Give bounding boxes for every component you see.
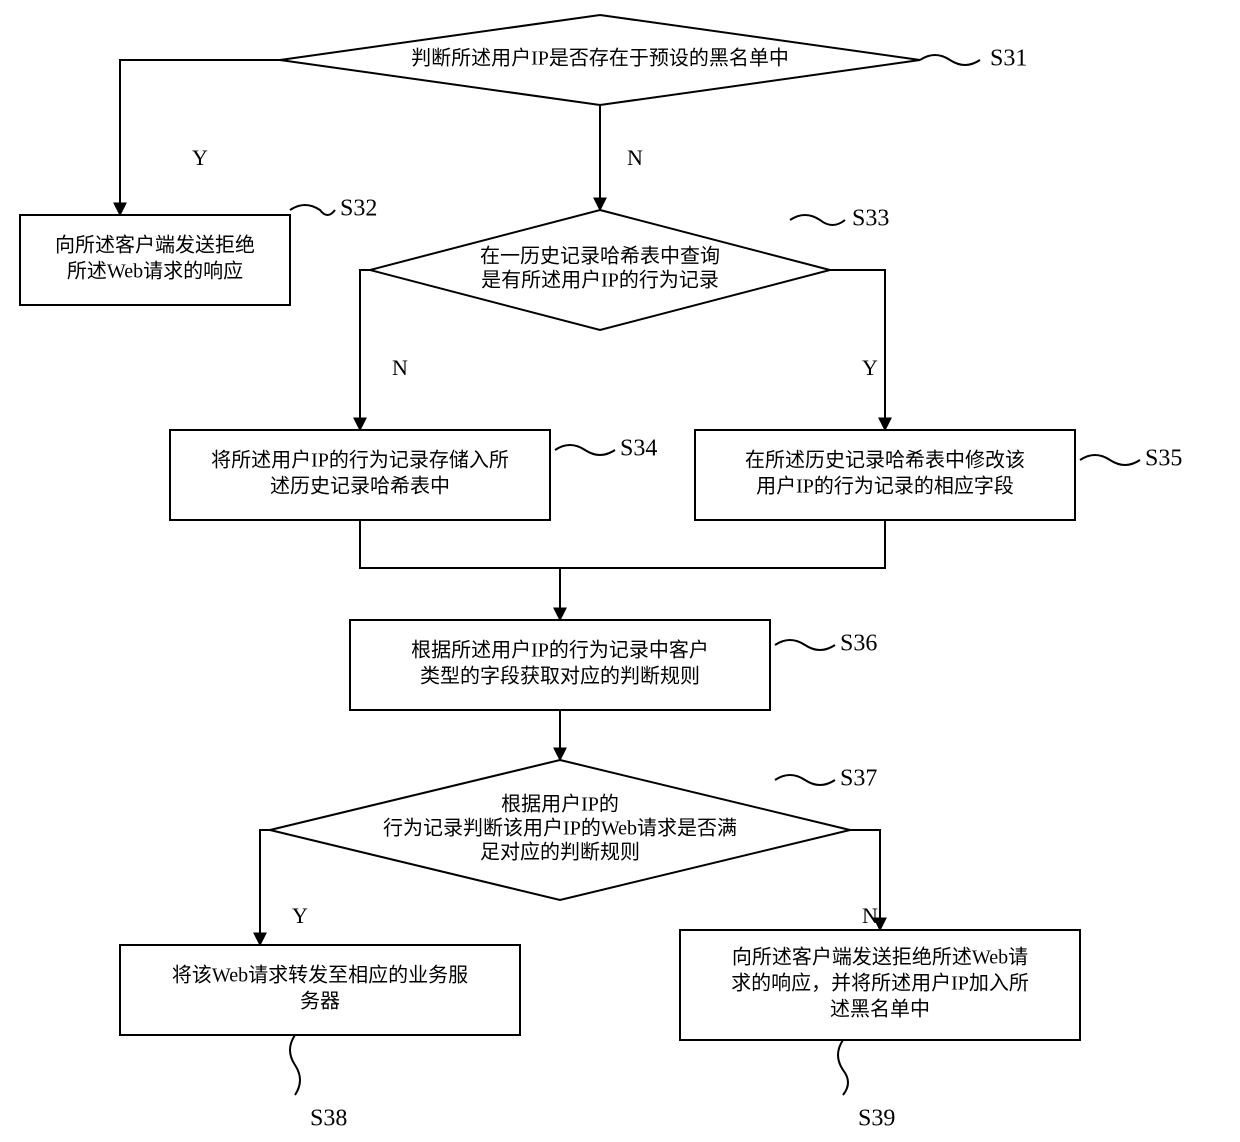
node-s36-line1: 类型的字段获取对应的判断规则: [420, 665, 700, 688]
edge-s31-s32: [120, 60, 280, 215]
node-s39: 向所述客户端发送拒绝所述Web请求的响应，并将所述用户IP加入所述黑名单中 S39: [680, 930, 1080, 1132]
node-s32-line0: 向所述客户端发送拒绝: [55, 234, 255, 257]
step-label-s32: S32: [340, 196, 377, 222]
edge-label-s37-s39: N: [862, 903, 878, 928]
step-label-s36: S36: [840, 631, 877, 657]
step-connector-v-s38: [290, 1035, 300, 1095]
node-s37: 根据用户IP的行为记录判断该用户IP的Web请求是否满足对应的判断规则 S37: [270, 760, 877, 900]
edge-label-s33-s34: N: [392, 355, 408, 380]
node-s37-line1: 行为记录判断该用户IP的Web请求是否满: [383, 817, 737, 840]
step-connector-s32: [290, 205, 335, 215]
step-label-s39: S39: [858, 1106, 895, 1132]
node-s39-line0: 向所述客户端发送拒绝所述Web请: [732, 946, 1028, 969]
step-connector-v-s39: [838, 1040, 848, 1095]
node-s31-line0: 判断所述用户IP是否存在于预设的黑名单中: [411, 47, 789, 70]
edge-s35-merge1: [560, 520, 885, 568]
node-s36: 根据所述用户IP的行为记录中客户类型的字段获取对应的判断规则 S36: [350, 620, 877, 710]
node-s33-line1: 是有所述用户IP的行为记录: [481, 269, 719, 292]
node-s35-line0: 在所述历史记录哈希表中修改该: [745, 449, 1025, 472]
node-s38-line0: 将该Web请求转发至相应的业务服: [172, 964, 468, 987]
step-connector-s31: [920, 55, 980, 65]
node-s31: 判断所述用户IP是否存在于预设的黑名单中 S31: [280, 15, 1027, 105]
step-connector-s36: [775, 640, 835, 650]
node-s38: 将该Web请求转发至相应的业务服务器 S38: [120, 945, 520, 1132]
step-label-s37: S37: [840, 766, 877, 792]
node-s36-line0: 根据所述用户IP的行为记录中客户: [411, 639, 709, 662]
edge-s33-s35: [830, 270, 885, 430]
node-s37-line2: 足对应的判断规则: [480, 841, 640, 864]
step-connector-s35: [1080, 455, 1140, 465]
edge-label-s31-s33: N: [627, 145, 643, 170]
node-s32-line1: 所述Web请求的响应: [67, 260, 243, 283]
step-connector-s33: [790, 215, 845, 225]
step-connector-s37: [775, 775, 835, 785]
step-connector-s34: [555, 445, 615, 455]
edge-label-s33-s35: Y: [862, 355, 878, 380]
node-s32: 向所述客户端发送拒绝所述Web请求的响应 S32: [20, 196, 377, 306]
edge-label-s37-s38: Y: [292, 903, 308, 928]
node-s33: 在一历史记录哈希表中查询是有所述用户IP的行为记录 S33: [370, 206, 889, 331]
node-s34-line1: 述历史记录哈希表中: [270, 475, 450, 498]
node-s35: 在所述历史记录哈希表中修改该用户IP的行为记录的相应字段 S35: [695, 430, 1182, 520]
node-s35-line1: 用户IP的行为记录的相应字段: [756, 475, 1014, 498]
node-s34: 将所述用户IP的行为记录存储入所述历史记录哈希表中 S34: [170, 430, 657, 520]
step-label-s35: S35: [1145, 446, 1182, 472]
edge-label-s31-s32: Y: [192, 145, 208, 170]
node-s33-line0: 在一历史记录哈希表中查询: [480, 245, 720, 268]
edge-s37-s38: [260, 830, 270, 945]
node-s34-line0: 将所述用户IP的行为记录存储入所: [211, 449, 509, 472]
node-s38-line1: 务器: [300, 990, 340, 1013]
step-label-s31: S31: [990, 46, 1027, 72]
edge-s34-merge1: [360, 520, 560, 568]
node-s39-line1: 求的响应，并将所述用户IP加入所: [731, 972, 1029, 995]
step-label-s34: S34: [620, 436, 657, 462]
edge-s33-s34: [360, 270, 370, 430]
step-label-s33: S33: [852, 206, 889, 232]
step-label-s38: S38: [310, 1106, 347, 1132]
node-s37-line0: 根据用户IP的: [501, 793, 619, 816]
node-s39-line2: 述黑名单中: [830, 998, 930, 1021]
